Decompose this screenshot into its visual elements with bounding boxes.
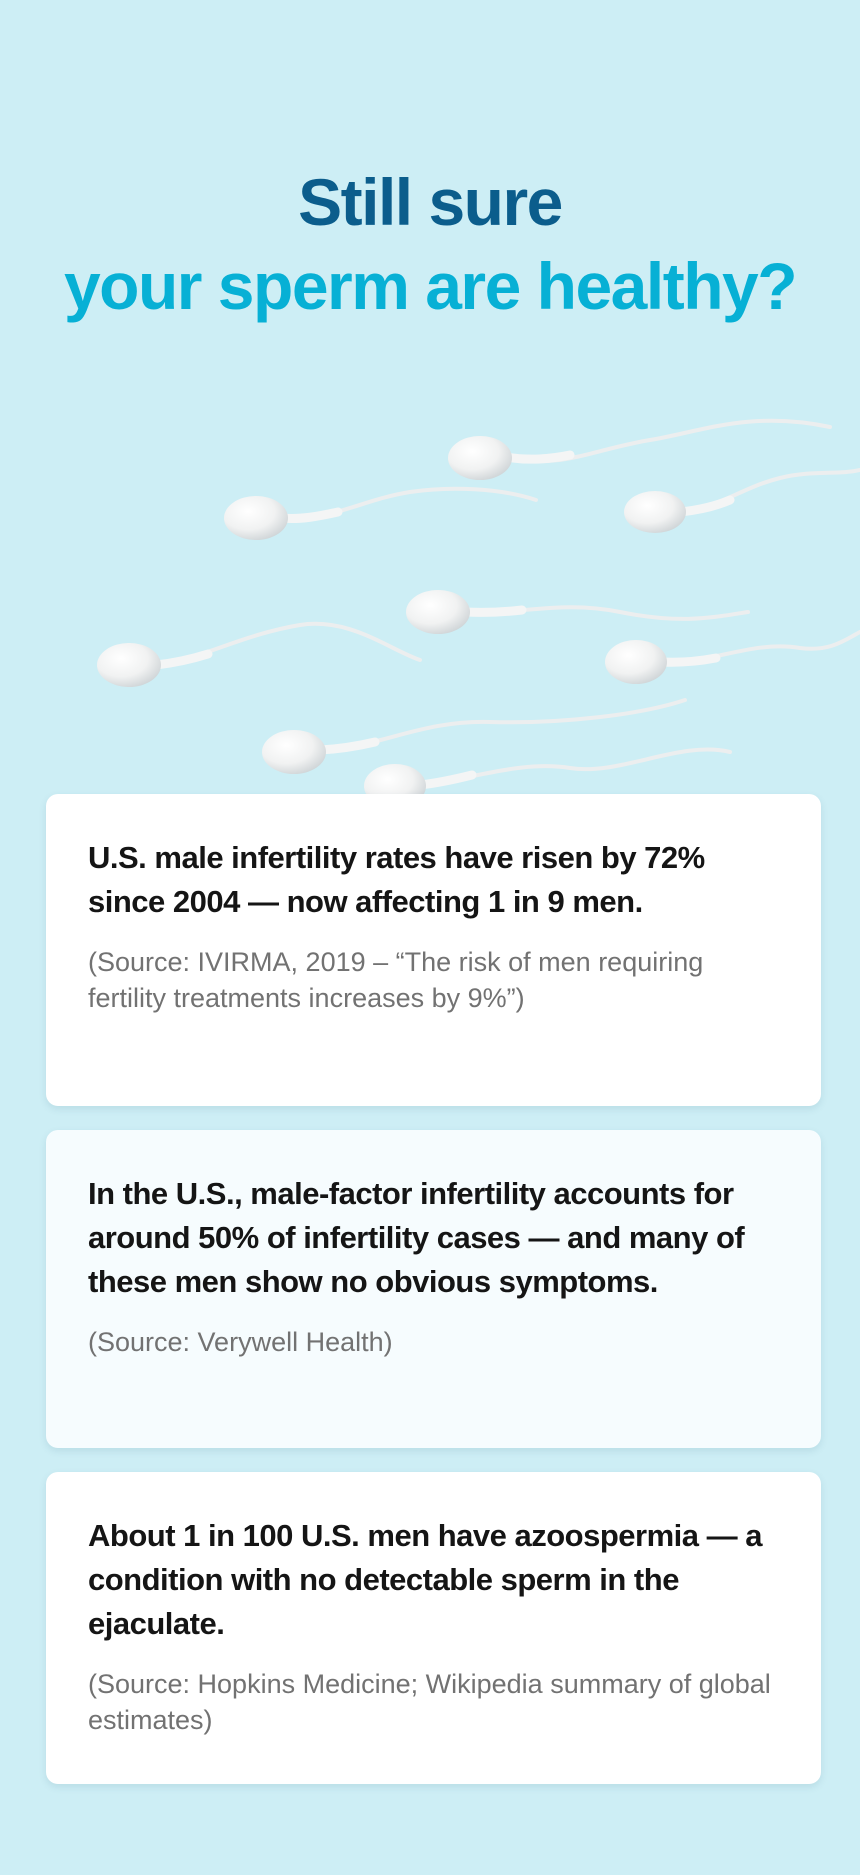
sperm-cell-icon (97, 621, 422, 687)
stat-text: About 1 in 100 U.S. men have azoospermia… (88, 1518, 763, 1641)
sperm-cell-icon (224, 486, 538, 540)
sperm-cell-icon (448, 418, 832, 480)
sperm-cell-icon (624, 468, 860, 533)
stat-card: About 1 in 100 U.S. men have azoospermia… (46, 1472, 821, 1784)
source-text: (Source: Verywell Health) (88, 1327, 393, 1357)
headline-line-2: your sperm are healthy? (63, 249, 798, 323)
source-text: (Source: Hopkins Medicine; Wikipedia sum… (88, 1669, 771, 1735)
sperm-cells-illustration (97, 418, 860, 808)
sperm-cell-icon (605, 630, 860, 684)
headline-line-1: Still sure (298, 165, 563, 239)
source-text: (Source: IVIRMA, 2019 – “The risk of men… (88, 947, 704, 1013)
sperm-cell-icon (406, 590, 750, 634)
stat-card: U.S. male infertility rates have risen b… (46, 794, 821, 1106)
headline: Still sure your sperm are healthy? (0, 160, 860, 328)
sperm-cell-icon (262, 698, 687, 774)
stat-card: In the U.S., male-factor infertility acc… (46, 1130, 821, 1448)
stat-text: U.S. male infertility rates have risen b… (88, 840, 705, 919)
stat-text: In the U.S., male-factor infertility acc… (88, 1176, 745, 1299)
